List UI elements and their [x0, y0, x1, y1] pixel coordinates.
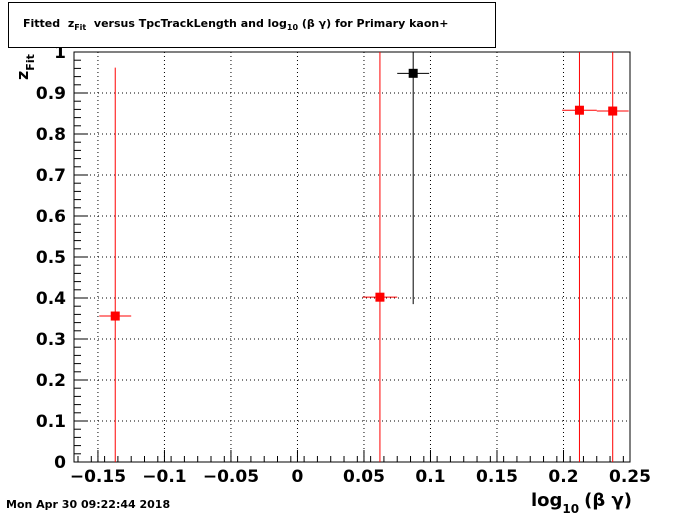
y-tick-label: 0.2 — [36, 371, 66, 391]
data-point-marker — [110, 311, 120, 321]
x-axis-label: log10 (β γ) — [531, 490, 632, 514]
chart-title: Fitted zFit versus TpcTrackLength and lo… — [23, 17, 449, 33]
x-tick-label: 0.1 — [415, 467, 445, 487]
y-tick-label: 0.6 — [36, 207, 66, 227]
y-tick-label: 0.8 — [36, 125, 66, 145]
timestamp: Mon Apr 30 09:22:44 2018 — [6, 498, 171, 511]
y-tick-label: 0.7 — [36, 166, 66, 186]
x-tick-label: −0.05 — [203, 467, 259, 487]
y-tick-label: 0.1 — [36, 412, 66, 432]
grid-lines — [74, 51, 631, 463]
data-point-marker — [574, 105, 584, 115]
data-point-marker — [375, 292, 385, 302]
data-point-marker — [608, 106, 618, 116]
x-tick-label: 0 — [292, 467, 304, 487]
y-axis-label: zFit — [13, 54, 37, 80]
y-tick-label: 0.5 — [36, 248, 66, 268]
x-tick-label: 0.05 — [343, 467, 385, 487]
svg-text:zFit: zFit — [13, 54, 37, 80]
y-tick-label: 0.9 — [36, 84, 66, 104]
x-tick-label: −0.15 — [70, 467, 126, 487]
title-box: Fitted zFit versus TpcTrackLength and lo… — [8, 2, 496, 48]
y-tick-label: 0 — [54, 453, 66, 473]
x-tick-label: −0.1 — [142, 467, 186, 487]
data-points — [99, 52, 629, 462]
y-tick-label: 1 — [54, 43, 66, 63]
axis-ticks — [74, 51, 631, 463]
tick-labels: −0.15 −0.1 −0.05 0 0.05 0.1 0.15 0.2 0.25 0 0.1 0.2… — [36, 43, 651, 487]
x-tick-label: 0.15 — [476, 467, 518, 487]
data-point-marker — [408, 68, 418, 78]
x-tick-label: 0.2 — [548, 467, 578, 487]
y-tick-label: 0.3 — [36, 330, 66, 350]
x-tick-label: 0.25 — [609, 467, 651, 487]
y-tick-label: 0.4 — [36, 289, 66, 309]
